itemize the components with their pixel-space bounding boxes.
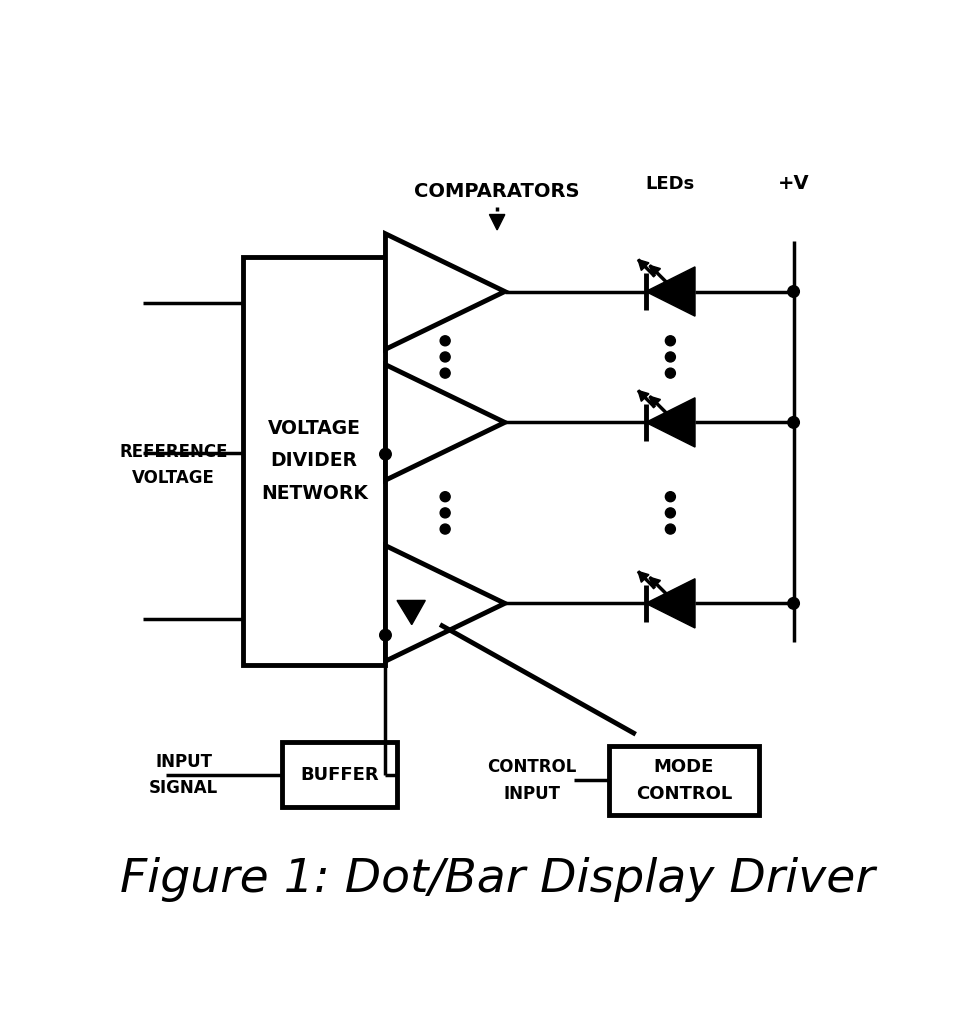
- Polygon shape: [396, 600, 424, 625]
- Bar: [243, 257, 385, 665]
- Circle shape: [665, 336, 674, 346]
- Text: Figure 1: Dot/Bar Display Driver: Figure 1: Dot/Bar Display Driver: [119, 856, 874, 901]
- Polygon shape: [385, 365, 504, 480]
- Text: VOLTAGE
DIVIDER
NETWORK: VOLTAGE DIVIDER NETWORK: [261, 419, 367, 503]
- Polygon shape: [649, 396, 660, 408]
- Text: +V: +V: [777, 174, 808, 194]
- Circle shape: [379, 449, 391, 460]
- Polygon shape: [645, 579, 695, 628]
- Circle shape: [665, 508, 674, 518]
- Polygon shape: [649, 265, 660, 276]
- Polygon shape: [649, 578, 660, 588]
- Circle shape: [787, 286, 798, 297]
- Circle shape: [440, 368, 450, 378]
- Circle shape: [440, 336, 450, 346]
- Polygon shape: [645, 267, 695, 316]
- Polygon shape: [385, 546, 504, 662]
- Text: INPUT
SIGNAL: INPUT SIGNAL: [149, 753, 218, 798]
- Polygon shape: [638, 390, 648, 401]
- Polygon shape: [638, 259, 648, 270]
- Bar: [609, 745, 758, 815]
- Circle shape: [379, 630, 391, 641]
- Circle shape: [440, 492, 450, 502]
- Text: MODE
CONTROL: MODE CONTROL: [635, 758, 732, 803]
- Circle shape: [440, 508, 450, 518]
- Text: REFERENCE
VOLTAGE: REFERENCE VOLTAGE: [119, 442, 228, 487]
- Circle shape: [665, 524, 674, 535]
- Circle shape: [787, 598, 798, 609]
- Circle shape: [665, 368, 674, 378]
- Polygon shape: [385, 233, 504, 349]
- Text: BUFFER: BUFFER: [299, 766, 378, 783]
- Text: COMPARATORS: COMPARATORS: [414, 182, 579, 201]
- Circle shape: [440, 352, 450, 361]
- Polygon shape: [645, 397, 695, 447]
- Text: CONTROL
INPUT: CONTROL INPUT: [486, 758, 576, 803]
- Circle shape: [665, 492, 674, 502]
- Circle shape: [787, 417, 798, 428]
- Polygon shape: [638, 571, 648, 583]
- Text: LEDs: LEDs: [645, 175, 694, 193]
- Polygon shape: [489, 214, 504, 230]
- Bar: [281, 742, 396, 807]
- Circle shape: [440, 524, 450, 535]
- Circle shape: [665, 352, 674, 361]
